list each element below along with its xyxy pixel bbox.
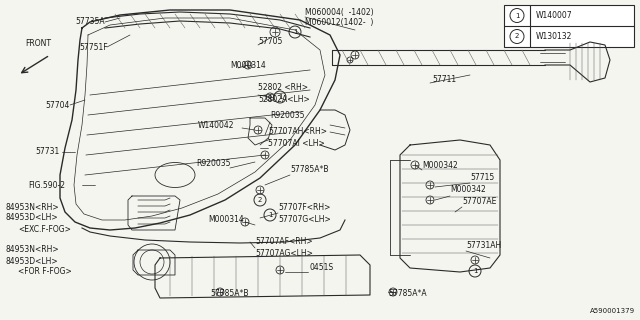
Text: 57707AE: 57707AE <box>462 196 497 205</box>
Text: M000342: M000342 <box>450 186 486 195</box>
Text: 84953N<RH>: 84953N<RH> <box>5 245 59 254</box>
Text: 2: 2 <box>258 197 262 203</box>
Text: 57711: 57711 <box>432 76 456 84</box>
Text: 84953D<LH>: 84953D<LH> <box>5 213 58 222</box>
Text: M060012(1402-  ): M060012(1402- ) <box>305 19 373 28</box>
Text: 57751F: 57751F <box>79 43 108 52</box>
Text: W130132: W130132 <box>536 32 572 41</box>
Text: 57735A: 57735A <box>76 18 105 27</box>
Text: 57785A*B: 57785A*B <box>290 165 328 174</box>
Text: M000314: M000314 <box>208 214 244 223</box>
Text: 57715: 57715 <box>470 173 494 182</box>
Text: A590001379: A590001379 <box>590 308 635 314</box>
Text: M000342: M000342 <box>422 161 458 170</box>
Text: 1: 1 <box>515 12 519 19</box>
Text: 84953D<LH>: 84953D<LH> <box>5 257 58 266</box>
Text: <FOR F-FOG>: <FOR F-FOG> <box>18 268 72 276</box>
Text: 57731AH: 57731AH <box>466 241 501 250</box>
Text: M060004(  -1402): M060004( -1402) <box>305 7 374 17</box>
Text: 57707F<RH>: 57707F<RH> <box>278 204 330 212</box>
Text: W140007: W140007 <box>536 11 573 20</box>
Text: M000314: M000314 <box>230 60 266 69</box>
Text: 57785A*B: 57785A*B <box>210 289 248 298</box>
Text: 1: 1 <box>278 94 282 100</box>
Text: 57707AI <LH>: 57707AI <LH> <box>268 139 324 148</box>
Text: W140042: W140042 <box>198 121 234 130</box>
FancyBboxPatch shape <box>504 5 634 47</box>
Text: 57707AG<LH>: 57707AG<LH> <box>255 249 313 258</box>
Text: 57731: 57731 <box>36 148 60 156</box>
Text: 57707G<LH>: 57707G<LH> <box>278 214 331 223</box>
Text: 84953N<RH>: 84953N<RH> <box>5 203 59 212</box>
Text: R920035: R920035 <box>270 110 305 119</box>
Text: 57707AH<RH>: 57707AH<RH> <box>268 127 327 137</box>
Text: 57704: 57704 <box>45 100 70 109</box>
Text: 52802A<LH>: 52802A<LH> <box>258 94 310 103</box>
Text: FRONT: FRONT <box>25 39 51 48</box>
Text: 1: 1 <box>268 212 272 218</box>
Text: 52802 <RH>: 52802 <RH> <box>258 84 308 92</box>
Text: 2: 2 <box>515 34 519 39</box>
Text: 1: 1 <box>473 268 477 274</box>
Text: 57705: 57705 <box>258 37 282 46</box>
Text: <EXC.F-FOG>: <EXC.F-FOG> <box>18 225 71 234</box>
Text: 57785A*A: 57785A*A <box>388 289 427 298</box>
Text: FIG.590-2: FIG.590-2 <box>28 180 65 189</box>
Text: 57707AF<RH>: 57707AF<RH> <box>255 237 312 246</box>
Text: 1: 1 <box>292 29 297 35</box>
Text: R920035: R920035 <box>196 158 230 167</box>
Text: 0451S: 0451S <box>310 263 334 273</box>
